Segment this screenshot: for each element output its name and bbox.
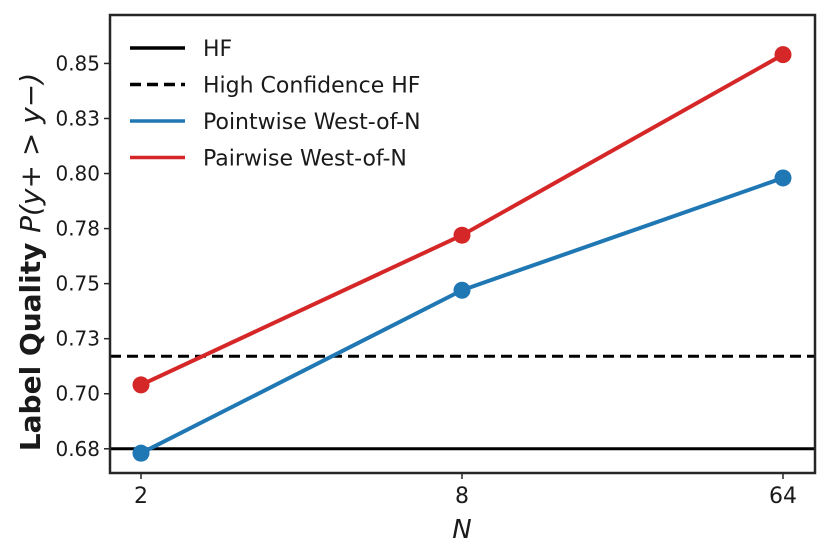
x-tick-label: 8 (455, 484, 469, 509)
x-axis-label: N (452, 515, 471, 545)
legend-label: HF (203, 37, 232, 62)
reference-lines (110, 354, 815, 451)
data-point-pointwise-west-of-n-64 (774, 169, 792, 187)
data-point-pointwise-west-of-n-8 (453, 281, 471, 299)
x-tick-label: 64 (769, 484, 797, 509)
data-point-pairwise-west-of-n-8 (453, 226, 471, 244)
plot-area (110, 15, 815, 473)
legend-label: Pointwise West-of-N (203, 110, 421, 135)
y-tick-label: 0.85 (55, 51, 100, 75)
data-point-pairwise-west-of-n-2 (132, 376, 150, 394)
series-group (132, 46, 792, 462)
y-tick-label: 0.83 (55, 106, 100, 130)
y-axis-label-math: P(y+ > y−) (14, 73, 47, 233)
x-axis-ticks: 2 8 64 (134, 473, 797, 509)
y-tick-label: 0.68 (55, 437, 100, 461)
y-tick-label: 0.73 (55, 327, 100, 351)
y-tick-label: 0.80 (55, 162, 100, 186)
plot-frame (108, 13, 817, 475)
legend: HF High Confidence HF Pointwise West-of-N P… (130, 37, 421, 172)
data-point-pairwise-west-of-n-64 (774, 46, 792, 64)
x-tick-label: 2 (134, 484, 148, 509)
y-axis-label: Label Quality P(y+ > y−) (14, 73, 47, 451)
y-tick-label: 0.75 (55, 272, 100, 296)
y-tick-label: 0.78 (55, 217, 100, 241)
legend-label: High Confidence HF (203, 74, 420, 99)
y-tick-label: 0.70 (55, 382, 100, 406)
y-axis-ticks: 0.68 0.70 0.73 0.75 0.78 0.80 0.83 0.85 (55, 51, 110, 461)
data-point-pointwise-west-of-n-2 (132, 444, 150, 462)
y-axis-label-text: Label Quality (14, 233, 47, 451)
legend-label: Pairwise West-of-N (203, 147, 407, 172)
